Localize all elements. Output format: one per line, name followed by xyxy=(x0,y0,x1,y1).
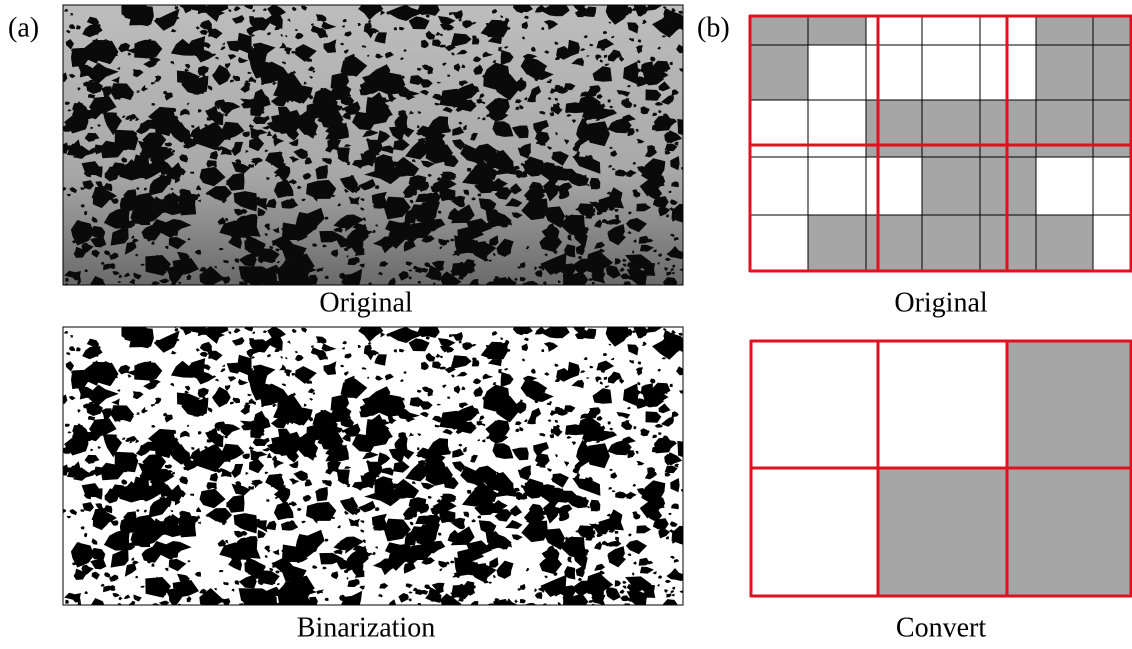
grid-cell xyxy=(808,157,866,215)
grid-cell xyxy=(750,468,878,597)
fine-grid xyxy=(750,15,1132,272)
caption: Convert xyxy=(896,612,986,643)
panel-label: (a) xyxy=(8,12,39,43)
grid-cell xyxy=(750,100,808,157)
caption: Original xyxy=(319,287,413,318)
grid-cell xyxy=(808,45,866,100)
grid-cell xyxy=(1093,157,1132,215)
grid-cell xyxy=(1093,15,1132,45)
binarized-image xyxy=(58,320,702,616)
grid-cell xyxy=(922,157,980,215)
grid-cell xyxy=(1093,45,1132,100)
coarse-grid xyxy=(750,340,1132,597)
grid-cell xyxy=(922,215,980,272)
grid-cell xyxy=(866,100,922,157)
grid-cell xyxy=(1007,340,1132,468)
grid-cell xyxy=(750,157,808,215)
original-image xyxy=(58,0,702,294)
grid-cell xyxy=(866,157,922,215)
grid-cell xyxy=(1036,157,1093,215)
grid-cell xyxy=(808,15,866,45)
caption: Binarization xyxy=(297,612,435,643)
grid-cell xyxy=(1093,215,1132,272)
grid-cell xyxy=(750,15,808,45)
grid-cell xyxy=(1036,15,1093,45)
grid-cell xyxy=(1036,45,1093,100)
caption: Original xyxy=(894,287,988,318)
grid-cell xyxy=(1007,468,1132,597)
grid-cell xyxy=(750,215,808,272)
grid-cell xyxy=(866,215,922,272)
grid-cell xyxy=(922,45,980,100)
grid-cell xyxy=(866,15,922,45)
grid-cell xyxy=(1036,215,1093,272)
grid-cell xyxy=(866,45,922,100)
figure: (a) (b) Original Binarization Original C… xyxy=(0,0,1132,649)
grid-cell xyxy=(750,340,878,468)
grid-cell xyxy=(1093,100,1132,157)
grid-cell xyxy=(750,45,808,100)
grid-cell xyxy=(922,15,980,45)
grid-cell xyxy=(922,100,980,157)
grid-cell xyxy=(1036,100,1093,157)
panel-label: (b) xyxy=(697,12,730,43)
grid-cell xyxy=(808,215,866,272)
grid-cell xyxy=(878,340,1007,468)
grid-cell xyxy=(878,468,1007,597)
grid-cell xyxy=(808,100,866,157)
